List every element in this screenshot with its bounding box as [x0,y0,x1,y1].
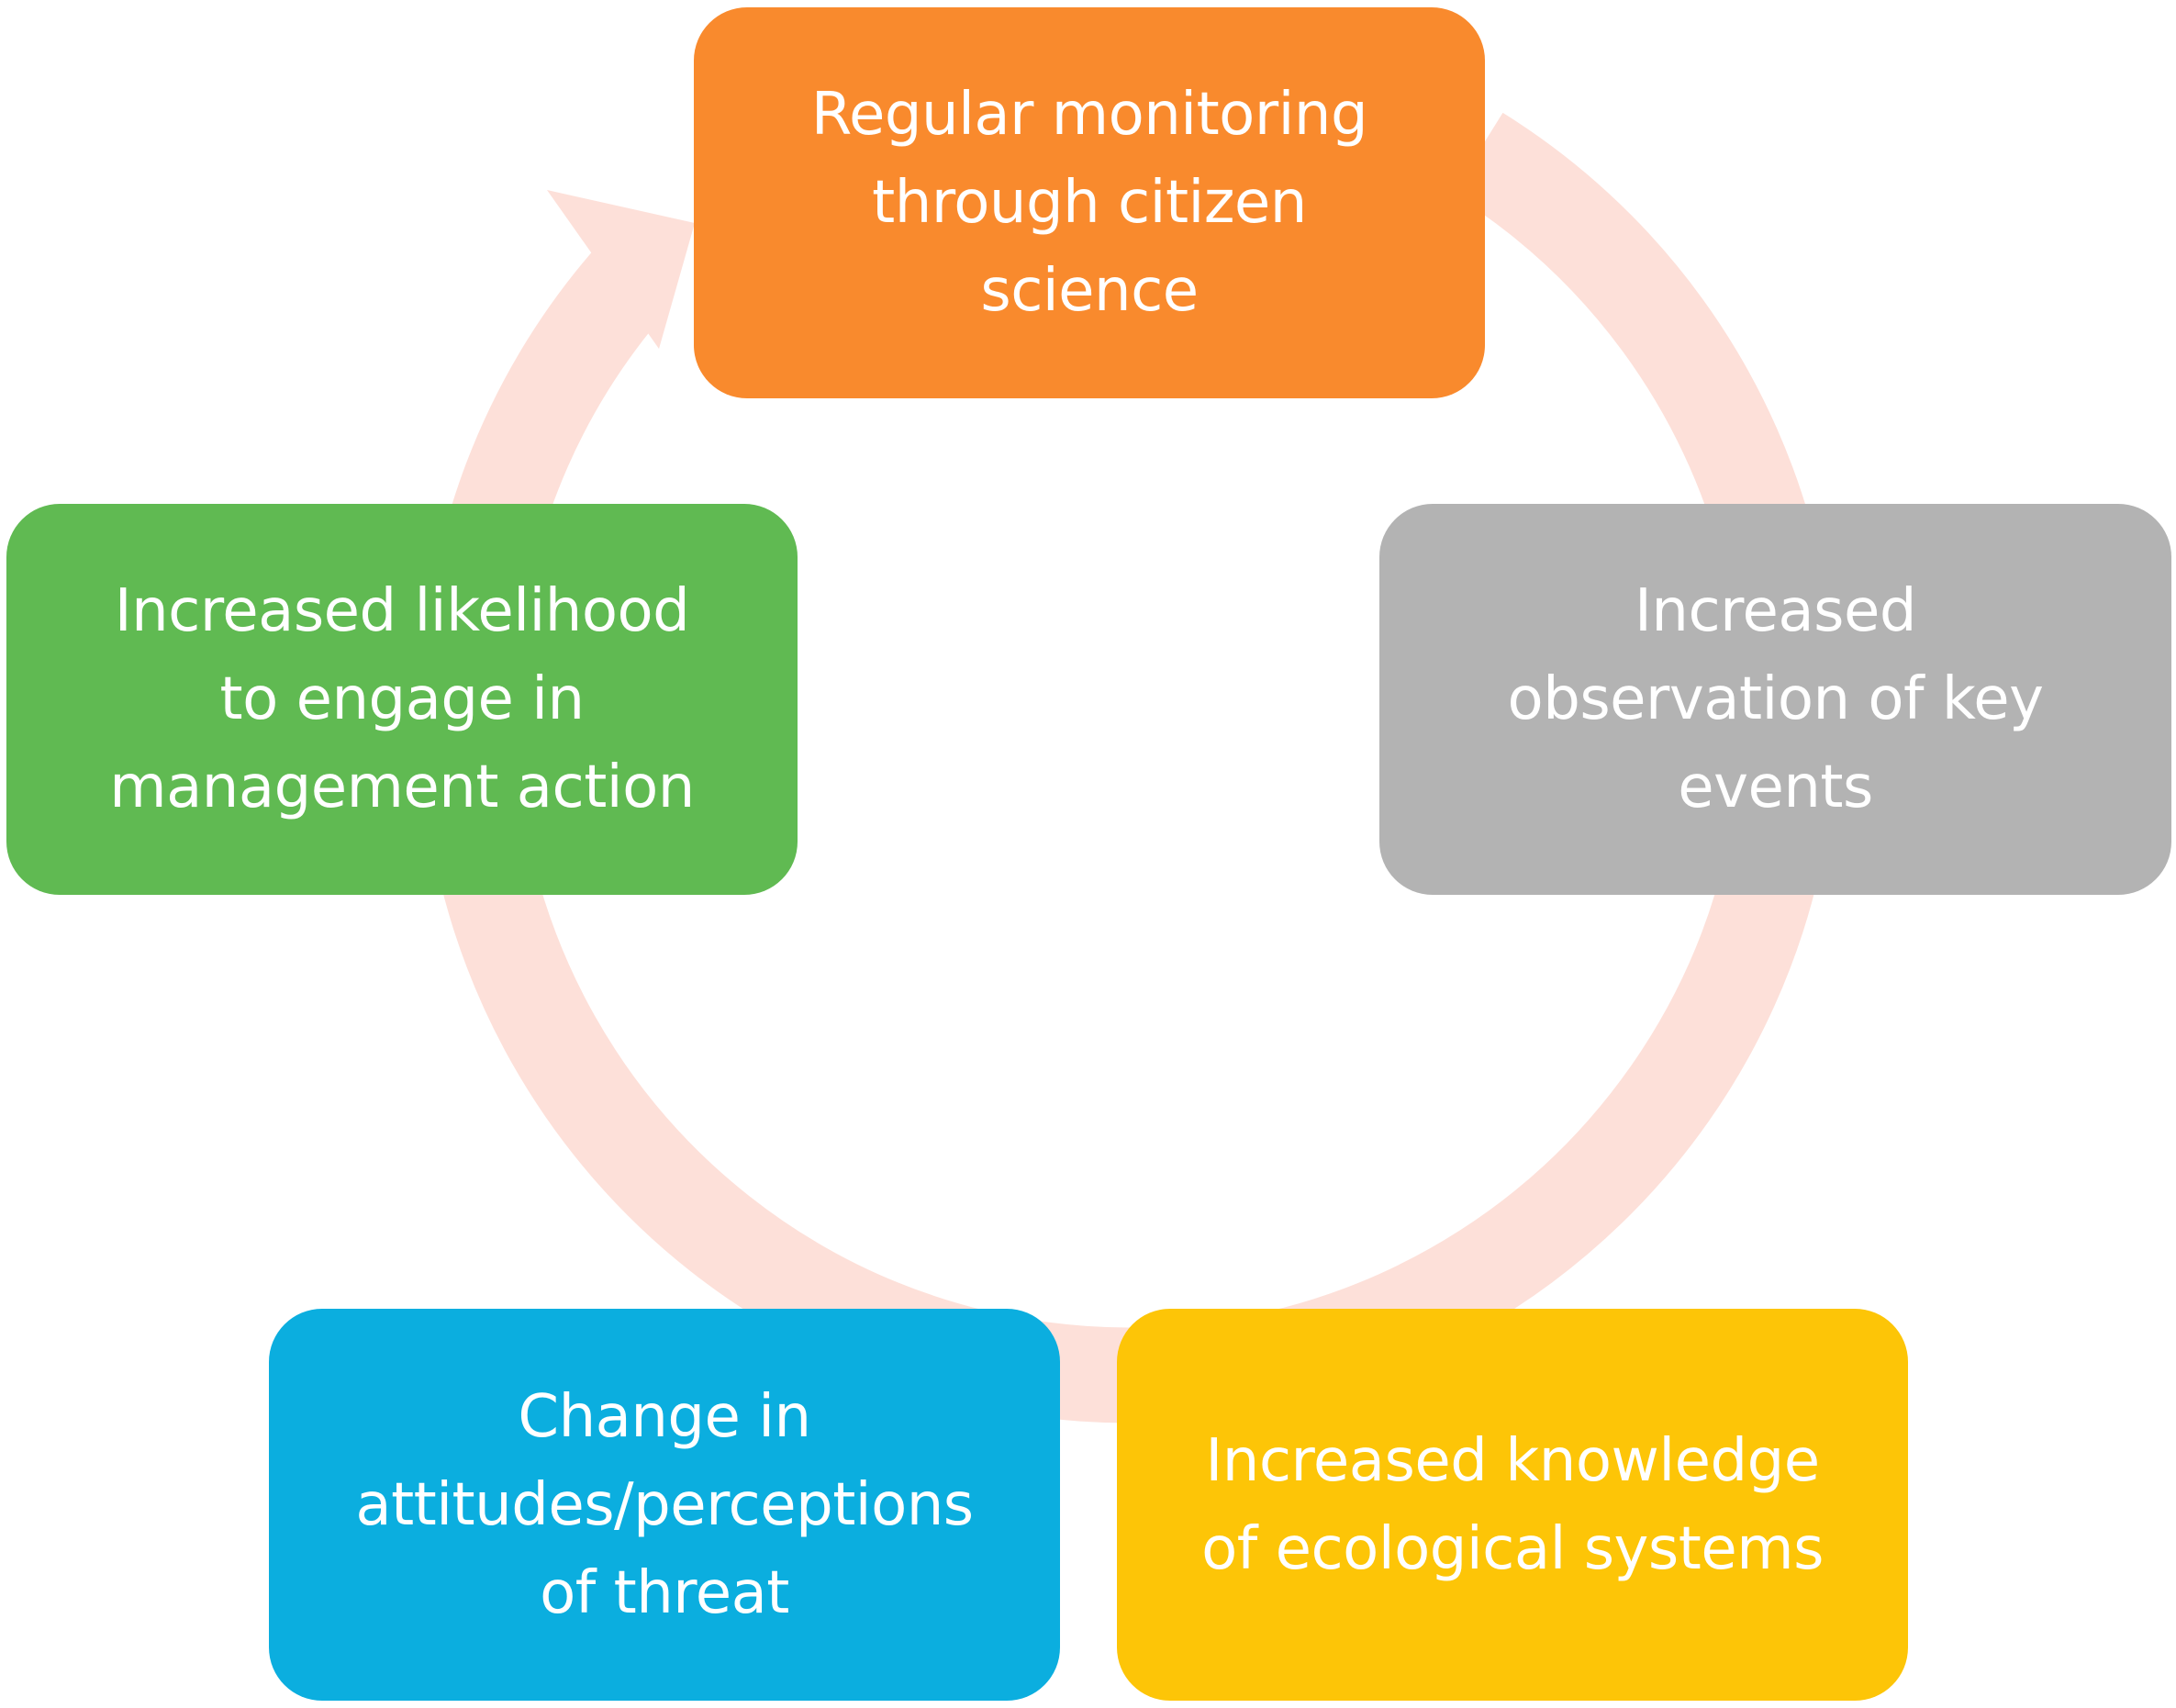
cycle-node-increased-knowledge: Increased knowledge of ecological system… [1117,1309,1908,1701]
cycle-node-increased-observation: Increased observation of key events [1379,504,2171,895]
cycle-node-regular-monitoring: Regular monitoring through citizen scien… [694,7,1485,398]
cycle-node-change-in-attitudes: Change in attitudes/perceptions of threa… [269,1309,1060,1701]
cycle-node-label: Increased knowledge of ecological system… [1201,1426,1824,1583]
cycle-node-label: Change in attitudes/perceptions of threa… [355,1382,974,1627]
cycle-node-label: Increased observation of key events [1507,577,2044,821]
cycle-arrow-head [547,190,695,349]
cycle-node-increased-likelihood: Increased likelihood to engage in manage… [6,504,798,895]
cycle-node-label: Regular monitoring through citizen scien… [810,81,1368,325]
cycle-node-label: Increased likelihood to engage in manage… [109,577,695,821]
